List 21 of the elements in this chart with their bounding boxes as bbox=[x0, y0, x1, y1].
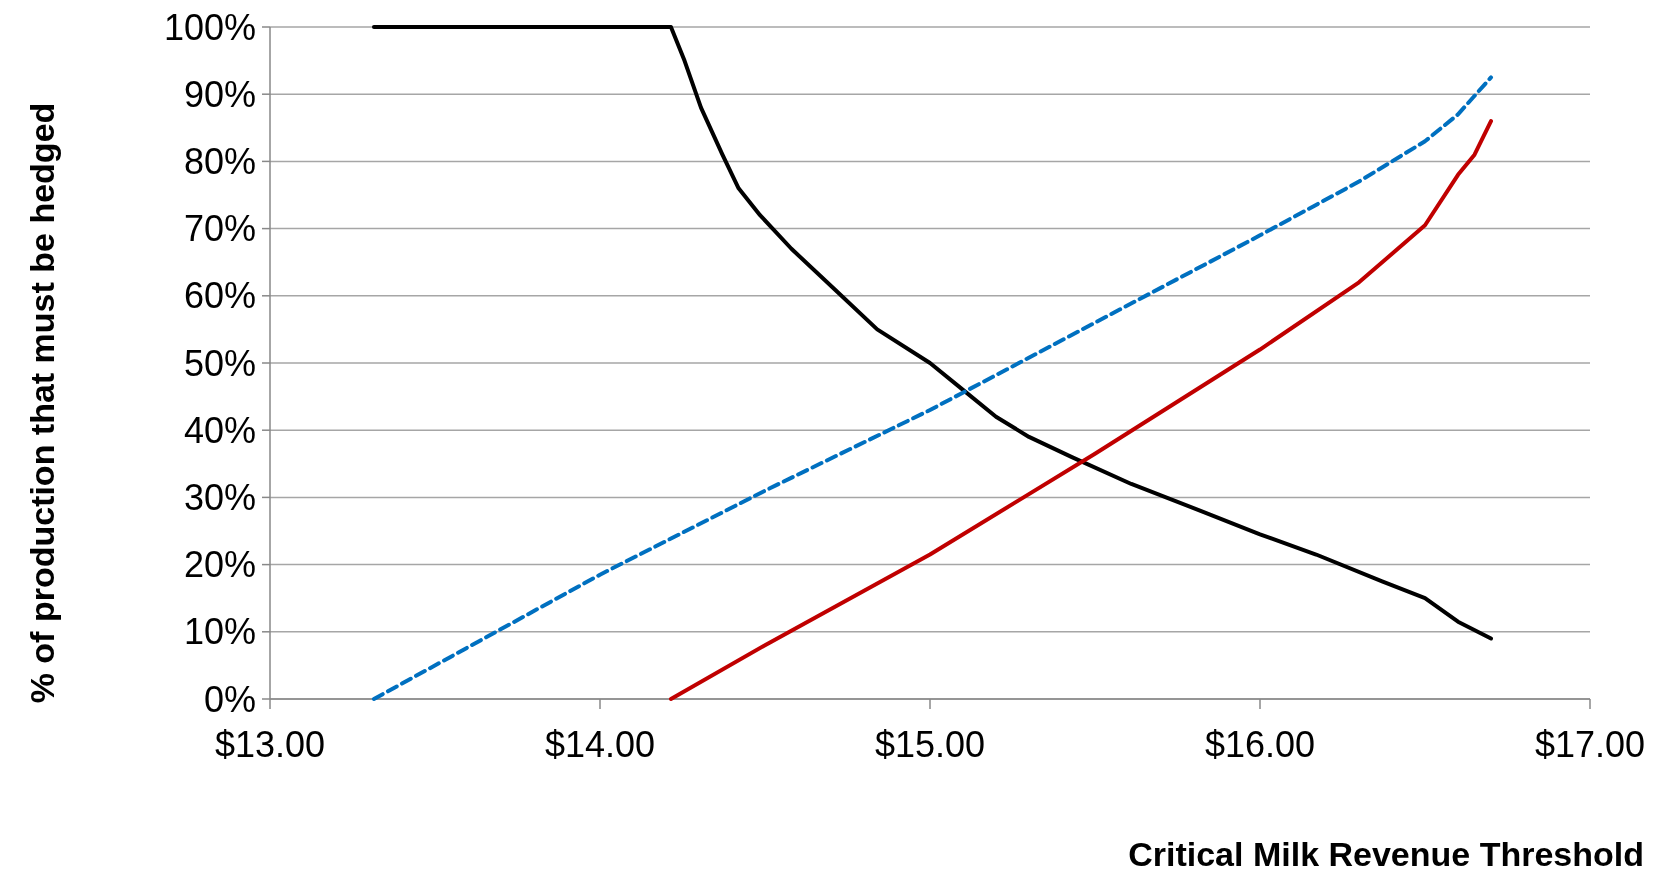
x-tick-label: $17.00 bbox=[1534, 724, 1646, 765]
y-tick-label: 30% bbox=[183, 477, 256, 518]
y-tick-label: 20% bbox=[183, 544, 256, 586]
y-tick-label: 70% bbox=[183, 208, 256, 250]
y-tick-label: 50% bbox=[183, 342, 256, 384]
x-tick-label: $16.00 bbox=[1204, 724, 1316, 765]
line-series bbox=[371, 25, 1493, 641]
x-tick-label: $15.00 bbox=[874, 724, 986, 765]
y-tick-label: 100% bbox=[163, 6, 256, 48]
x-axis-title: Critical Milk Revenue Threshold bbox=[1128, 835, 1644, 873]
y-tick-label: 10% bbox=[183, 611, 256, 653]
y-tick-label: 80% bbox=[183, 141, 256, 182]
x-tick-label: $13.00 bbox=[214, 724, 326, 765]
x-tick-label: $14.00 bbox=[544, 724, 656, 765]
line-series bbox=[371, 75, 1493, 701]
line-series bbox=[668, 119, 1493, 701]
y-tick-label: 90% bbox=[183, 73, 256, 115]
y-tick-label: 0% bbox=[203, 678, 256, 720]
y-tick-label: 60% bbox=[183, 275, 256, 317]
y-axis-title: % of production that must be hedged bbox=[23, 102, 61, 704]
y-tick-label: 40% bbox=[183, 409, 256, 451]
